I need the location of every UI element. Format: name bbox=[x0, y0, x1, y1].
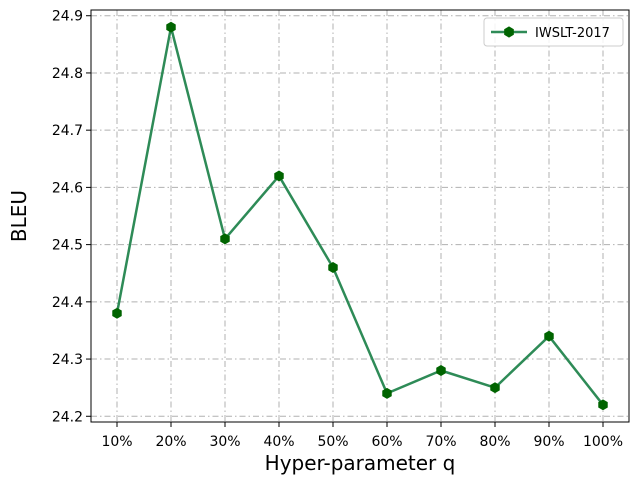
data-point bbox=[436, 365, 446, 376]
y-tick-label: 24.8 bbox=[52, 66, 83, 82]
y-tick-label: 24.9 bbox=[52, 9, 83, 25]
y-tick-label: 24.6 bbox=[52, 180, 83, 196]
legend-marker bbox=[504, 26, 514, 38]
x-tick-label: 30% bbox=[209, 434, 240, 450]
x-tick-label: 60% bbox=[371, 434, 402, 450]
data-point bbox=[598, 399, 608, 411]
series-line bbox=[115, 25, 604, 406]
x-axis: 10% 20% 30% 40% 50% 60% 70% 80% 90% 100% bbox=[101, 422, 623, 450]
y-tick-label: 24.2 bbox=[52, 409, 83, 425]
y-tick-label: 24.7 bbox=[52, 123, 83, 139]
x-tick-label: 10% bbox=[101, 434, 132, 450]
plot-frame bbox=[90, 9, 630, 423]
y-tick-label: 24.4 bbox=[52, 295, 83, 311]
x-tick-label: 80% bbox=[479, 434, 510, 450]
data-point bbox=[166, 21, 176, 33]
x-tick-label: 20% bbox=[155, 434, 186, 450]
data-point bbox=[382, 387, 392, 399]
x-tick-label: 40% bbox=[263, 434, 294, 450]
y-tick-label: 24.3 bbox=[52, 352, 83, 368]
x-tick-label: 50% bbox=[317, 434, 348, 450]
y-axis: 24.2 24.3 24.4 24.5 24.6 24.7 24.8 24.9 bbox=[52, 9, 91, 425]
data-point bbox=[328, 262, 338, 273]
legend-label: IWSLT-2017 bbox=[535, 26, 610, 41]
data-point bbox=[544, 330, 554, 342]
x-tick-label: 90% bbox=[533, 434, 564, 450]
legend: IWSLT-2017 bbox=[483, 17, 624, 47]
y-axis-label: BLEU bbox=[7, 190, 31, 242]
x-tick-label: 100% bbox=[583, 434, 623, 450]
x-axis-label: Hyper-parameter q bbox=[265, 451, 456, 475]
data-point bbox=[490, 382, 500, 394]
series-layer bbox=[112, 21, 608, 411]
data-point bbox=[220, 233, 230, 245]
grid bbox=[91, 10, 629, 422]
data-point bbox=[112, 307, 122, 319]
x-tick-label: 70% bbox=[425, 434, 456, 450]
data-point bbox=[274, 170, 284, 182]
legend-box bbox=[483, 17, 624, 47]
y-tick-label: 24.5 bbox=[52, 238, 83, 254]
